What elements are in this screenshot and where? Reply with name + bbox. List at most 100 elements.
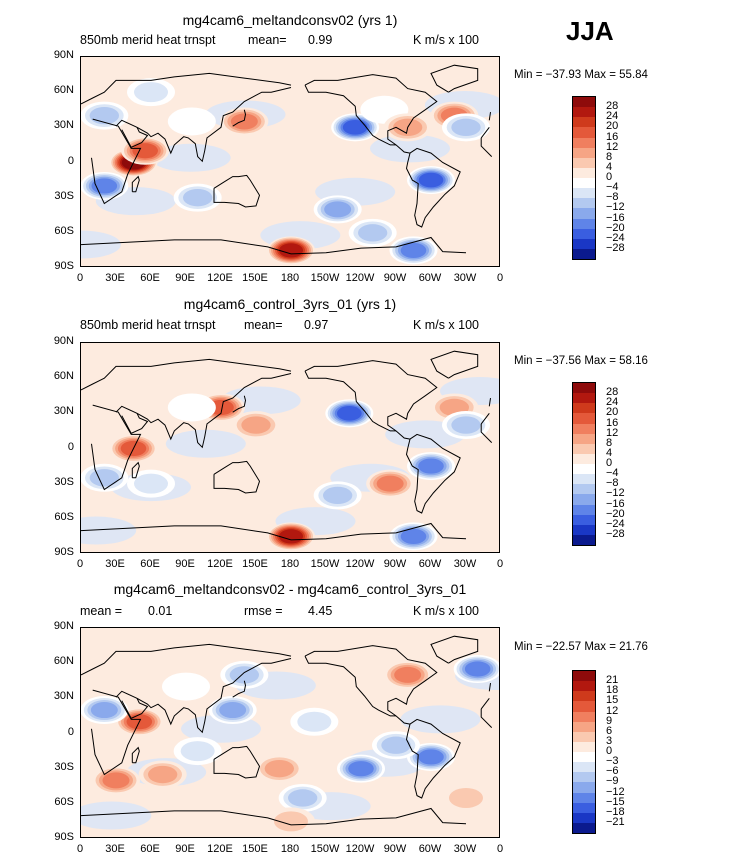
- field-feature: [451, 118, 481, 136]
- lon-tick-label: 120E: [207, 843, 233, 855]
- field-feature: [148, 765, 178, 784]
- panel-2-map: [80, 342, 500, 553]
- field-feature: [297, 711, 332, 732]
- panel-2-variable: 850mb merid heat trnspt: [80, 318, 216, 332]
- field-feature: [274, 811, 308, 832]
- coastline: [81, 643, 292, 676]
- coastline: [290, 236, 467, 255]
- lon-tick-label: 30E: [105, 272, 125, 284]
- lat-tick-label: 30N: [53, 690, 74, 703]
- coastline: [121, 127, 149, 148]
- coastline: [115, 87, 292, 163]
- colorbar-label: 18: [606, 684, 619, 697]
- coastline: [131, 746, 140, 764]
- coastline: [480, 697, 490, 710]
- coastline: [405, 433, 461, 514]
- lon-tick-label: 180: [280, 272, 300, 284]
- lat-tick-label: 0: [67, 440, 74, 453]
- coastline: [213, 745, 261, 779]
- lat-tick-label: 30S: [54, 475, 74, 488]
- lat-tick-label: 30N: [53, 405, 74, 418]
- colorbar-label: 28: [606, 100, 619, 113]
- colorbar-swatch: [573, 474, 595, 485]
- colorbar-swatch: [573, 413, 595, 424]
- colorbar-swatch: [573, 681, 595, 692]
- colorbar-label: −9: [606, 775, 619, 788]
- colorbar-label: 15: [606, 694, 619, 707]
- lat-tick-label: 30S: [54, 189, 74, 202]
- lon-tick-label: 150W: [310, 272, 340, 284]
- lon-tick-label: 0: [76, 272, 84, 284]
- colorbar-swatch: [573, 178, 595, 189]
- lon-tick-label: 30W: [453, 558, 477, 570]
- coastline: [290, 807, 467, 826]
- lon-tick-label: 180: [280, 558, 300, 570]
- lon-tick-label: 120W: [345, 843, 375, 855]
- lon-tick-label: 150W: [310, 558, 340, 570]
- panel-2-units: K m/s x 100: [413, 318, 479, 332]
- field-band: [165, 429, 246, 458]
- colorbar-swatch: [573, 208, 595, 219]
- lat-tick-label: 90S: [54, 546, 74, 558]
- lat-tick-label: 60S: [54, 510, 74, 523]
- field-feature: [90, 702, 118, 719]
- colorbar-swatch: [573, 107, 595, 118]
- panel-2-minmax: Min = −37.56 Max = 58.16: [514, 355, 648, 367]
- coastline: [91, 404, 142, 491]
- colorbar-swatch: [573, 701, 595, 712]
- lat-tick-label: 60N: [53, 370, 74, 383]
- lon-tick-label: 180: [280, 843, 300, 855]
- colorbar-label: 24: [606, 396, 619, 409]
- panel-1-variable: 850mb merid heat trnspt: [80, 33, 216, 47]
- field-feature: [162, 672, 210, 701]
- coastline: [304, 645, 438, 725]
- coastline: [232, 395, 247, 413]
- lon-tick-label: 90E: [175, 558, 195, 570]
- field-feature: [451, 416, 481, 434]
- field-feature: [183, 189, 213, 207]
- lon-tick-label: 0: [76, 843, 84, 855]
- coastline: [480, 137, 493, 157]
- panel-2-title: mg4cam6_control_3yrs_01 (yrs 1): [183, 296, 397, 312]
- field-feature: [418, 458, 444, 474]
- field-feature: [167, 107, 216, 136]
- colorbar-swatch: [573, 403, 595, 414]
- coastline: [131, 461, 140, 479]
- colorbar-label: −28: [606, 527, 625, 540]
- colorbar-label: −3: [606, 755, 619, 768]
- field-feature: [323, 486, 353, 505]
- colorbar-swatch: [573, 741, 595, 752]
- lon-tick-label: 120W: [345, 272, 375, 284]
- lon-tick-label: 60E: [140, 558, 160, 570]
- colorbar-swatch: [573, 228, 595, 239]
- coastline: [213, 174, 261, 208]
- field-feature: [91, 178, 118, 194]
- panel-3-rmse-label: rmse =: [244, 604, 283, 618]
- field-feature: [342, 120, 368, 135]
- lon-tick-label: 120E: [207, 558, 233, 570]
- panel-3-mean-label: mean =: [80, 604, 123, 618]
- panel-2-field: [81, 343, 499, 552]
- colorbar-swatch: [573, 691, 595, 702]
- field-feature: [449, 787, 483, 808]
- colorbar-swatch: [573, 772, 595, 783]
- field-feature: [134, 473, 168, 494]
- colorbar-label: −4: [606, 467, 619, 480]
- lat-tick-label: 90S: [54, 831, 74, 843]
- coastline: [290, 522, 467, 541]
- panel-2-colorbar: [572, 382, 596, 546]
- colorbar-label: −24: [606, 231, 625, 244]
- coastline: [131, 175, 140, 193]
- colorbar-label: −16: [606, 497, 625, 510]
- field-feature: [241, 416, 271, 434]
- colorbar-swatch: [573, 248, 595, 259]
- colorbar-swatch: [573, 238, 595, 249]
- lon-tick-label: 0: [496, 558, 504, 570]
- lon-tick-label: 60E: [140, 843, 160, 855]
- colorbar-swatch: [573, 762, 595, 773]
- panel-3-mean-value: 0.01: [148, 604, 173, 618]
- lat-tick-label: 30S: [54, 760, 74, 773]
- coastline: [121, 698, 149, 719]
- colorbar-swatch: [573, 812, 595, 823]
- colorbar-swatch: [573, 671, 595, 682]
